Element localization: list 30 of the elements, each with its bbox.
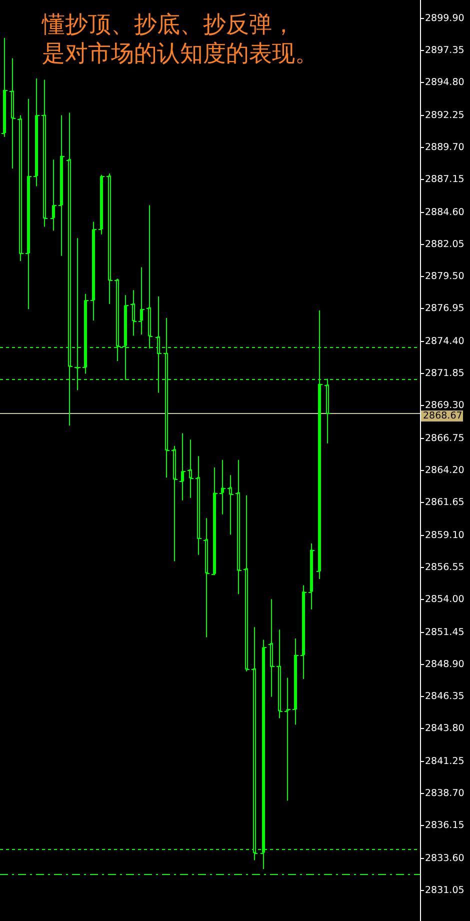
y-tick-label: 2859.10: [425, 530, 464, 542]
y-tick-label: 2836.15: [425, 820, 464, 832]
y-tick-label: 2892.25: [425, 110, 464, 122]
y-tick-label: 2864.20: [425, 465, 464, 476]
text: 懂抄顶、抄底、抄反弹，是对市场的认知度的表现。: [41, 12, 318, 66]
y-tick-label: 2876.95: [425, 303, 464, 314]
y-tick-label: 2869.30: [425, 400, 464, 412]
y-tick-label: 2854.00: [425, 594, 464, 606]
y-tick-label: 2884.60: [425, 207, 464, 218]
y-tick-label: 2831.05: [425, 885, 464, 896]
y-tick-label: 2861.65: [425, 497, 464, 508]
y-tick-label: 2866.75: [425, 433, 464, 444]
y-tick-label: 2874.40: [425, 336, 464, 348]
y-tick-label: 2882.05: [425, 239, 464, 250]
ref-line-label: 2868.67: [423, 410, 462, 422]
y-tick-label: 2856.55: [425, 562, 464, 574]
y-tick-label: 2846.35: [425, 691, 464, 702]
y-tick-label: 2848.90: [425, 659, 464, 670]
y-tick-label: 2899.90: [425, 13, 464, 24]
y-tick-label: 2851.45: [425, 627, 464, 638]
y-tick-label: 2887.15: [425, 174, 464, 186]
y-tick-label: 2894.80: [425, 77, 464, 88]
y-tick-label: 2879.50: [425, 271, 464, 282]
y-tick-label: 2838.70: [425, 788, 464, 800]
y-tick-label: 2841.25: [425, 756, 464, 768]
y-tick-label: 2897.35: [425, 45, 464, 56]
y-tick-label: 2833.60: [425, 853, 464, 864]
y-tick-label: 2871.85: [425, 368, 464, 380]
y-tick-label: 2843.80: [425, 723, 464, 734]
y-tick-label: 2889.70: [425, 142, 464, 154]
